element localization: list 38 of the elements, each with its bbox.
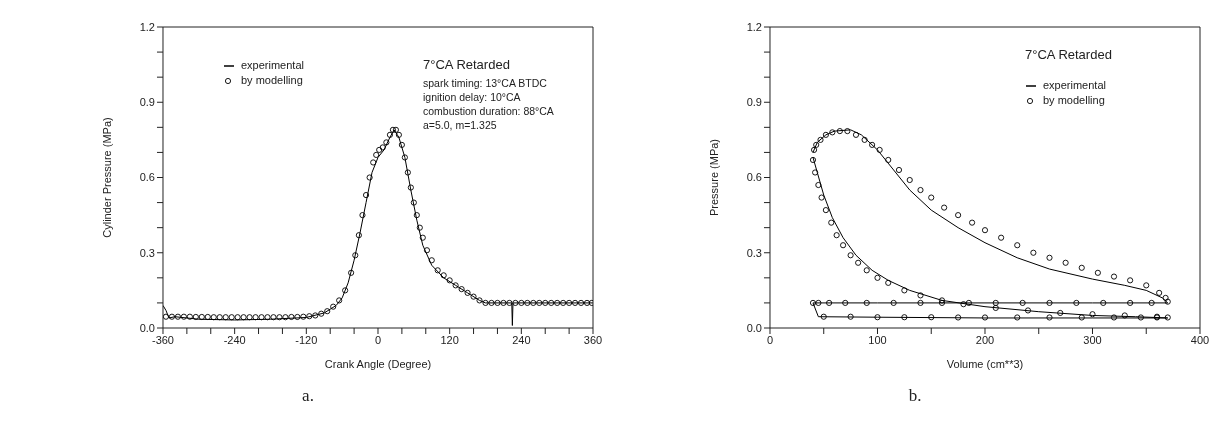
y-axis-title: Pressure (MPa) bbox=[707, 138, 720, 217]
annotation: combustion duration: 88°CA bbox=[423, 104, 554, 118]
x-tick-label: 240 bbox=[512, 333, 531, 346]
annotation: 7°CA Retarded bbox=[423, 57, 511, 72]
y-tick-label: 0.9 bbox=[139, 96, 155, 109]
y-tick-label: 0.0 bbox=[746, 321, 762, 334]
y-tick-label: 0.9 bbox=[746, 96, 762, 109]
x-tick-label: -240 bbox=[223, 333, 246, 346]
x-tick-label: -360 bbox=[151, 333, 174, 346]
annotation: 7°CA Retarded bbox=[1025, 47, 1112, 62]
legend-label: experimental bbox=[1043, 78, 1106, 93]
x-tick-label: 200 bbox=[975, 333, 995, 346]
x-axis-title: Crank Angle (Degree) bbox=[324, 358, 432, 370]
y-tick-label: 1.2 bbox=[746, 20, 762, 33]
y-tick-label: 0.0 bbox=[139, 321, 155, 334]
annotation: spark timing: 13°CA BTDC bbox=[423, 76, 548, 90]
annotation: ignition delay: 10°CA bbox=[423, 90, 522, 104]
y-tick-label: 0.6 bbox=[746, 171, 762, 184]
legend-label: by modelling bbox=[1043, 93, 1105, 108]
legend-label: experimental bbox=[241, 58, 304, 73]
x-tick-label: 120 bbox=[440, 333, 459, 346]
x-axis-title: Volume (cm**3) bbox=[946, 358, 1024, 370]
text: b. bbox=[907, 386, 923, 406]
x-tick-label: -120 bbox=[295, 333, 318, 346]
x-tick-label: 360 bbox=[583, 333, 603, 346]
y-tick-label: 0.3 bbox=[139, 246, 155, 259]
x-tick-label: 400 bbox=[1190, 333, 1210, 346]
y-tick-label: 0.6 bbox=[139, 171, 155, 184]
annotation: a=5.0, m=1.325 bbox=[423, 118, 498, 132]
legend-label: by modelling bbox=[241, 73, 303, 88]
y-axis-title: Cylinder Pressure (MPa) bbox=[100, 117, 113, 238]
x-tick-label: 100 bbox=[868, 333, 887, 346]
x-tick-label: 0 bbox=[374, 333, 382, 346]
y-tick-label: 0.3 bbox=[746, 246, 762, 259]
y-tick-label: 1.2 bbox=[139, 20, 155, 33]
text: a. bbox=[301, 386, 315, 406]
x-tick-label: 0 bbox=[766, 333, 774, 346]
x-tick-label: 300 bbox=[1083, 333, 1102, 346]
